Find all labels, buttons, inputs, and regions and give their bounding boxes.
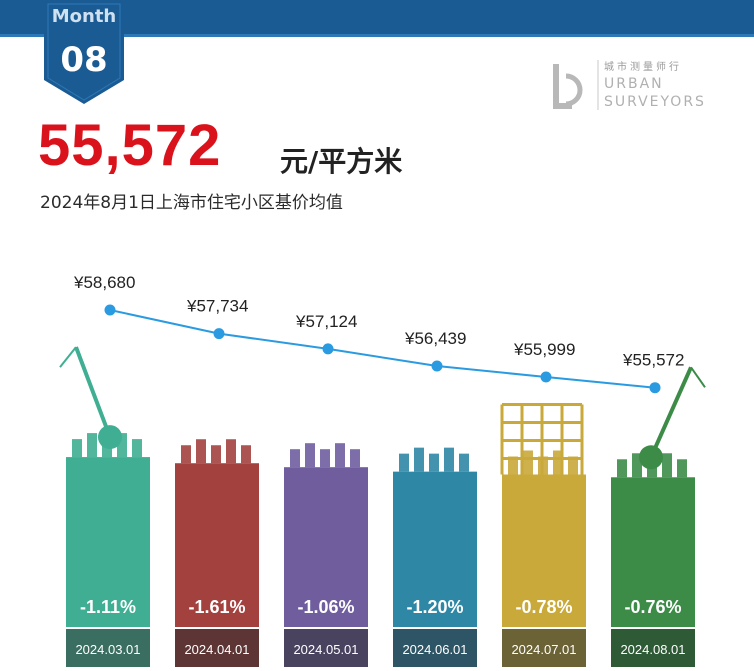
logo-en-line1: URBAN bbox=[604, 76, 664, 92]
construction-silhouette bbox=[500, 403, 584, 475]
date-box bbox=[175, 629, 259, 667]
date-box bbox=[502, 629, 586, 667]
date-box bbox=[393, 629, 477, 667]
trend-point bbox=[431, 360, 443, 372]
logo-cn-text: 城市测量师行 bbox=[604, 62, 682, 73]
price-unit: 元/平方米 bbox=[280, 145, 403, 178]
change-label: -0.76% bbox=[624, 597, 681, 617]
construction-silhouette bbox=[617, 366, 706, 478]
construction-silhouette bbox=[399, 447, 469, 472]
month-label: Month bbox=[51, 6, 117, 27]
date-box bbox=[284, 629, 368, 667]
date-label: 2024.06.01 bbox=[402, 642, 467, 657]
date-box bbox=[611, 629, 695, 667]
construction-silhouette bbox=[290, 443, 360, 468]
price-chart: -1.11% 2024.03.01 ¥58,680 -1.61% 2024.04.01 ¥… bbox=[59, 273, 706, 667]
date-box bbox=[66, 629, 150, 667]
date-label: 2024.04.01 bbox=[184, 642, 249, 657]
change-label: -1.06% bbox=[297, 597, 354, 617]
change-label: -1.61% bbox=[188, 597, 245, 617]
bar-2024.03.01 bbox=[66, 457, 150, 627]
trend-point bbox=[322, 343, 334, 355]
trend-line bbox=[109, 309, 656, 389]
value-label: ¥57,734 bbox=[186, 297, 248, 316]
value-label: ¥57,124 bbox=[295, 312, 357, 331]
price-subtitle: 2024年8月1日上海市住宅小区基价均值 bbox=[40, 193, 343, 213]
header-bar bbox=[0, 0, 754, 37]
logo-en-line2: SURVEYORS bbox=[604, 94, 706, 110]
average-price: 55,572 bbox=[38, 113, 222, 178]
bar-2024.07.01 bbox=[502, 474, 586, 627]
trend-point bbox=[540, 371, 552, 383]
value-label: ¥58,680 bbox=[73, 273, 135, 292]
date-label: 2024.07.01 bbox=[511, 642, 576, 657]
construction-silhouette bbox=[181, 439, 251, 464]
value-label: ¥55,999 bbox=[513, 340, 575, 359]
construction-silhouette bbox=[59, 346, 142, 458]
value-label: ¥56,439 bbox=[404, 329, 466, 348]
bar-2024.05.01 bbox=[284, 467, 368, 627]
bar-2024.04.01 bbox=[175, 463, 259, 627]
trend-point bbox=[649, 382, 661, 394]
month-number: 08 bbox=[60, 40, 108, 80]
date-label: 2024.08.01 bbox=[620, 642, 685, 657]
date-label: 2024.03.01 bbox=[75, 642, 140, 657]
change-label: -1.11% bbox=[80, 597, 136, 617]
bar-2024.06.01 bbox=[393, 471, 477, 627]
bar-2024.08.01 bbox=[611, 477, 695, 627]
change-label: -0.78% bbox=[515, 597, 572, 617]
change-label: -1.20% bbox=[406, 597, 463, 617]
date-label: 2024.05.01 bbox=[293, 642, 358, 657]
trend-point bbox=[104, 304, 116, 316]
value-label: ¥55,572 bbox=[622, 351, 684, 370]
urban-surveyors-logo bbox=[553, 60, 599, 110]
trend-point bbox=[213, 328, 225, 340]
month-badge bbox=[44, 0, 124, 104]
